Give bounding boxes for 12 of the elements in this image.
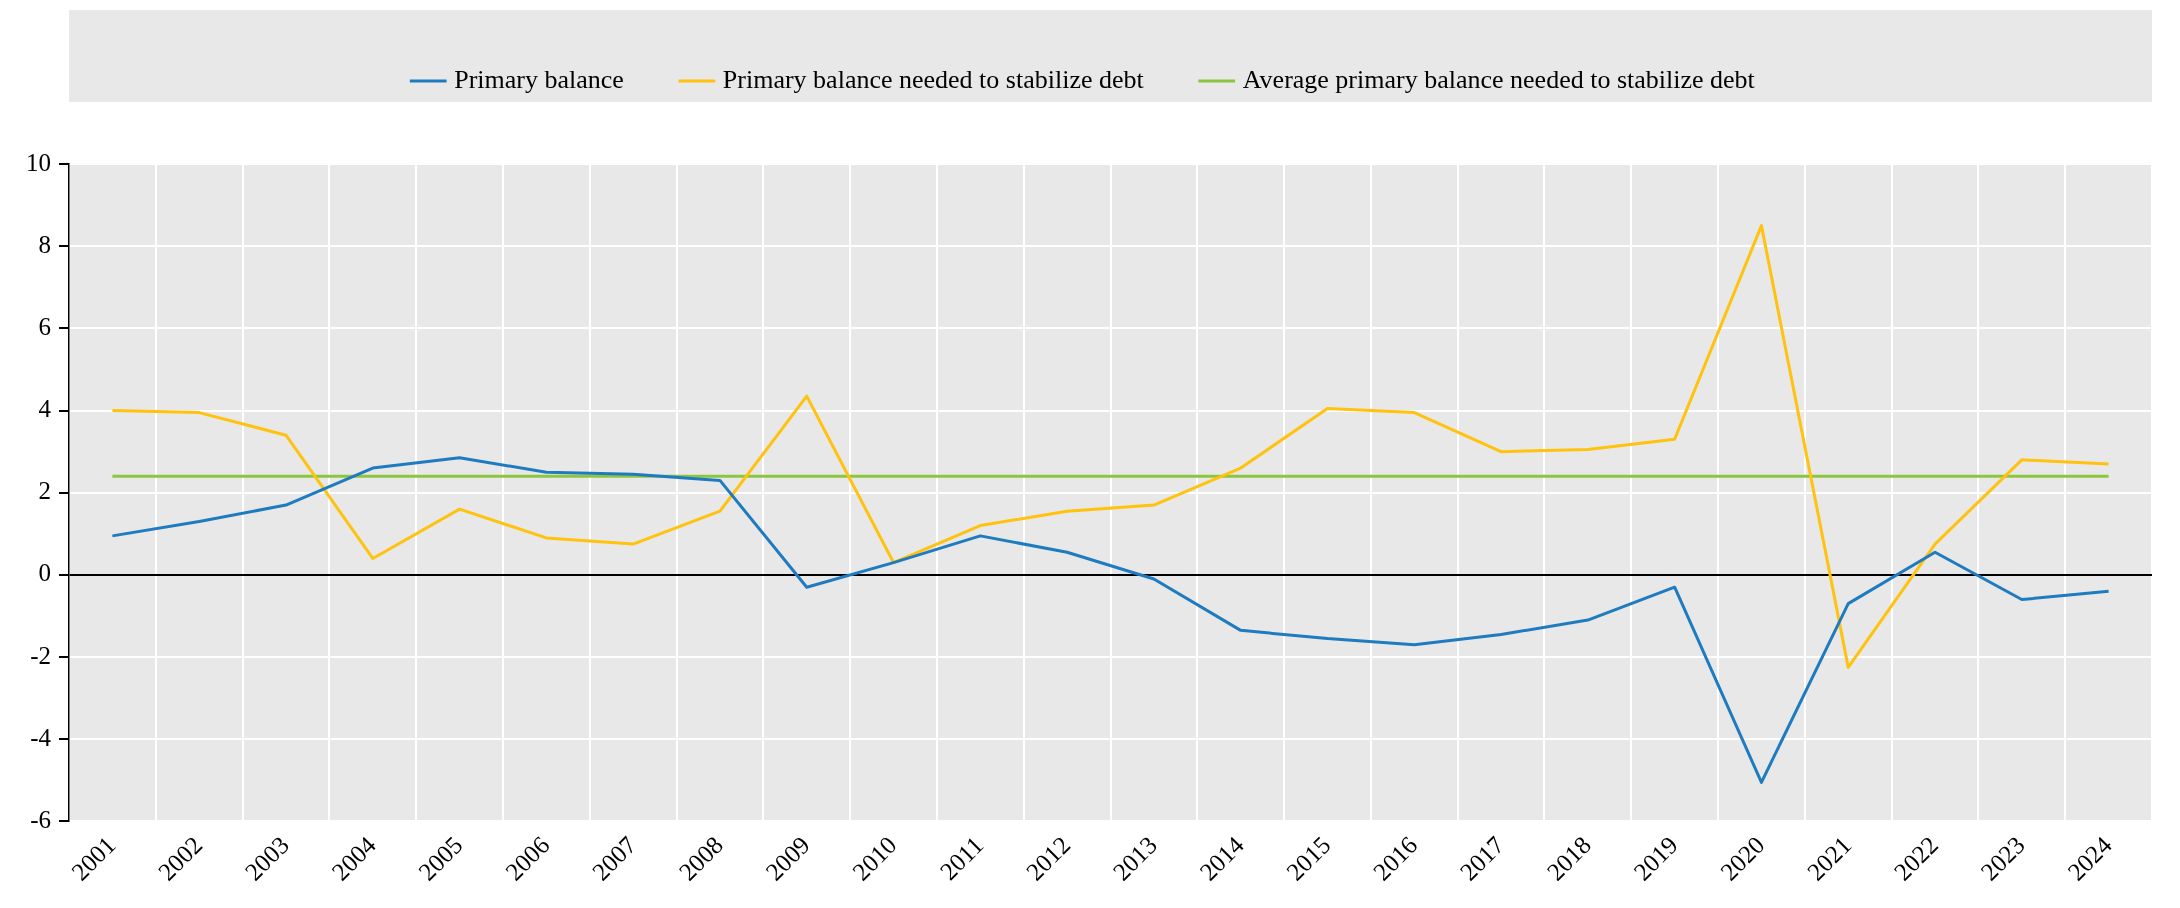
y-tick-label: 0 [38, 559, 51, 587]
legend-label: Primary balance [454, 64, 624, 94]
y-tick-label: -2 [30, 641, 51, 669]
legend-label: Primary balance needed to stabilize debt [722, 64, 1145, 94]
y-tick-label: -4 [30, 723, 52, 751]
legend-label: Average primary balance needed to stabilize debt [1242, 64, 1756, 94]
y-tick-label: 4 [38, 395, 52, 423]
y-tick-label: 6 [38, 312, 51, 340]
y-tick-label: 10 [26, 148, 51, 176]
y-tick-label: -6 [30, 805, 51, 833]
y-tick-label: 2 [38, 477, 51, 505]
y-tick-label: 8 [38, 230, 51, 258]
